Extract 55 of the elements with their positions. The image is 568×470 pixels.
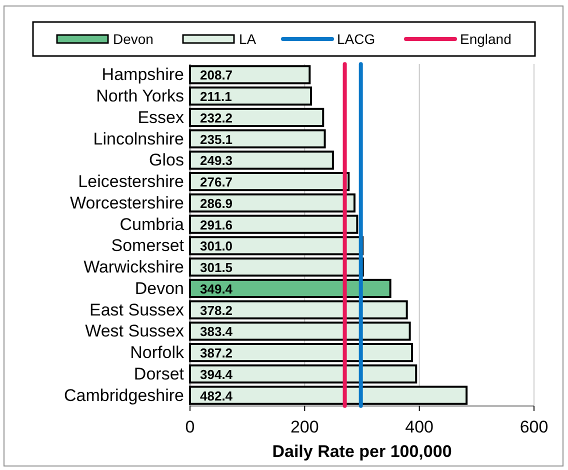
bar [189, 150, 334, 170]
y-tick-label: West Sussex [85, 322, 184, 341]
data-label: 291.6 [200, 217, 233, 232]
y-tick-label: North Yorks [96, 86, 184, 106]
data-label: 349.4 [200, 281, 234, 296]
data-label: 232.2 [200, 110, 233, 126]
x-tick-label: 400 [405, 418, 434, 437]
data-label: 208.7 [200, 68, 233, 83]
data-label: 394.4 [200, 366, 234, 382]
y-tick-label: East Sussex [90, 300, 184, 320]
data-label: 235.1 [200, 132, 233, 147]
bar [189, 193, 356, 212]
data-label: 276.7 [200, 174, 233, 190]
legend-label: England [460, 31, 512, 48]
bar [189, 65, 311, 84]
y-tick-label: Cambridgeshire [64, 386, 184, 405]
y-tick-label: Cumbria [120, 214, 185, 234]
data-label: 301.5 [200, 260, 233, 276]
bar [189, 278, 392, 298]
bar [189, 300, 408, 320]
bar [189, 214, 358, 234]
bar [189, 172, 350, 192]
y-tick-label: Norfolk [130, 343, 184, 362]
data-label: 286.9 [200, 196, 233, 211]
data-label: 301.0 [200, 238, 233, 254]
ref-line-label: LACG [337, 31, 376, 48]
x-tick-label: 0 [185, 418, 195, 437]
data-label: 211.1 [200, 89, 232, 104]
data-label: 482.4 [200, 388, 234, 404]
y-tick-label: Leicestershire [78, 172, 184, 192]
y-tick-label: Hampshire [102, 65, 184, 84]
data-label: 378.2 [200, 302, 233, 318]
bar [189, 236, 364, 256]
x-tick-label: 600 [520, 418, 548, 437]
y-tick-label: Essex [138, 108, 184, 127]
bar [189, 129, 326, 148]
x-tick-label: 200 [290, 418, 319, 437]
y-tick-label: Worcestershire [70, 193, 184, 212]
x-axis-title: Daily Rate per 100,000 [272, 442, 452, 461]
bar [189, 322, 411, 341]
data-label: 383.4 [200, 324, 234, 340]
data-label: 249.3 [200, 153, 233, 168]
data-label: 387.2 [200, 346, 233, 361]
y-tick-label: Lincolnshire [93, 129, 184, 148]
y-tick-label: Dorset [134, 364, 184, 384]
bar [189, 364, 418, 384]
bar [189, 343, 413, 362]
bar [189, 108, 324, 127]
legend-label: LA [239, 31, 257, 48]
y-tick-label: Devon [134, 278, 184, 298]
y-tick-label: Glos [149, 150, 184, 170]
y-tick-label: Warwickshire [84, 258, 184, 277]
bar [189, 86, 312, 106]
y-tick-label: Somerset [111, 236, 184, 256]
bar [189, 258, 364, 277]
